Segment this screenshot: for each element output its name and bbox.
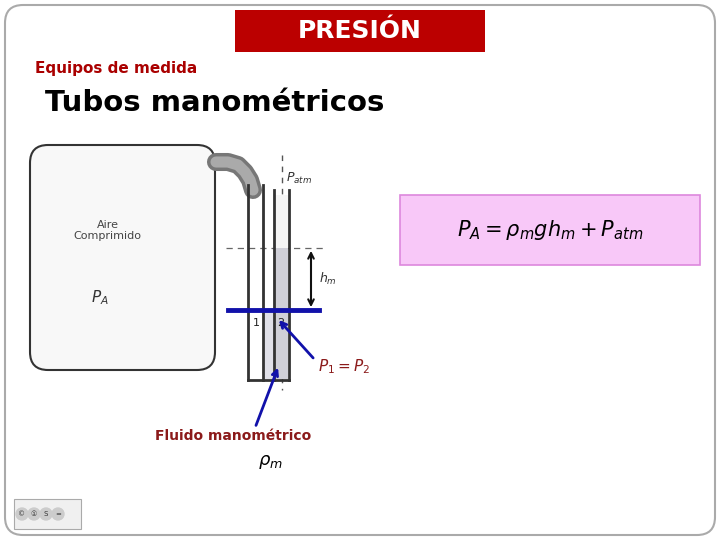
Text: 1: 1 xyxy=(253,318,259,328)
FancyBboxPatch shape xyxy=(14,499,81,529)
Text: =: = xyxy=(55,511,61,517)
Text: $P_1=P_2$: $P_1=P_2$ xyxy=(318,357,370,376)
FancyBboxPatch shape xyxy=(5,5,715,535)
Text: ©: © xyxy=(19,511,26,517)
Text: Equipos de medida: Equipos de medida xyxy=(35,60,197,76)
Polygon shape xyxy=(263,310,274,379)
Text: $P_A = \rho_m g h_m + P_{atm}$: $P_A = \rho_m g h_m + P_{atm}$ xyxy=(456,218,643,242)
FancyBboxPatch shape xyxy=(235,10,485,52)
Text: $P_A$: $P_A$ xyxy=(91,289,109,307)
Text: $\rho_m$: $\rho_m$ xyxy=(258,453,282,471)
Circle shape xyxy=(16,508,28,520)
Text: Tubos manométricos: Tubos manométricos xyxy=(45,89,384,117)
FancyBboxPatch shape xyxy=(400,195,700,265)
Circle shape xyxy=(40,508,52,520)
Text: Aire
Comprimido: Aire Comprimido xyxy=(73,220,142,241)
Text: $h_m$: $h_m$ xyxy=(319,271,337,287)
Text: 2: 2 xyxy=(277,318,284,328)
Text: S: S xyxy=(44,511,48,517)
Circle shape xyxy=(52,508,64,520)
Circle shape xyxy=(28,508,40,520)
Text: Fluido manométrico: Fluido manométrico xyxy=(155,429,311,443)
Text: ①: ① xyxy=(31,511,37,517)
Text: $P_{atm}$: $P_{atm}$ xyxy=(287,171,312,186)
Polygon shape xyxy=(274,248,288,379)
Text: PRESIÓN: PRESIÓN xyxy=(298,19,422,43)
Polygon shape xyxy=(274,195,288,248)
FancyBboxPatch shape xyxy=(30,145,215,370)
